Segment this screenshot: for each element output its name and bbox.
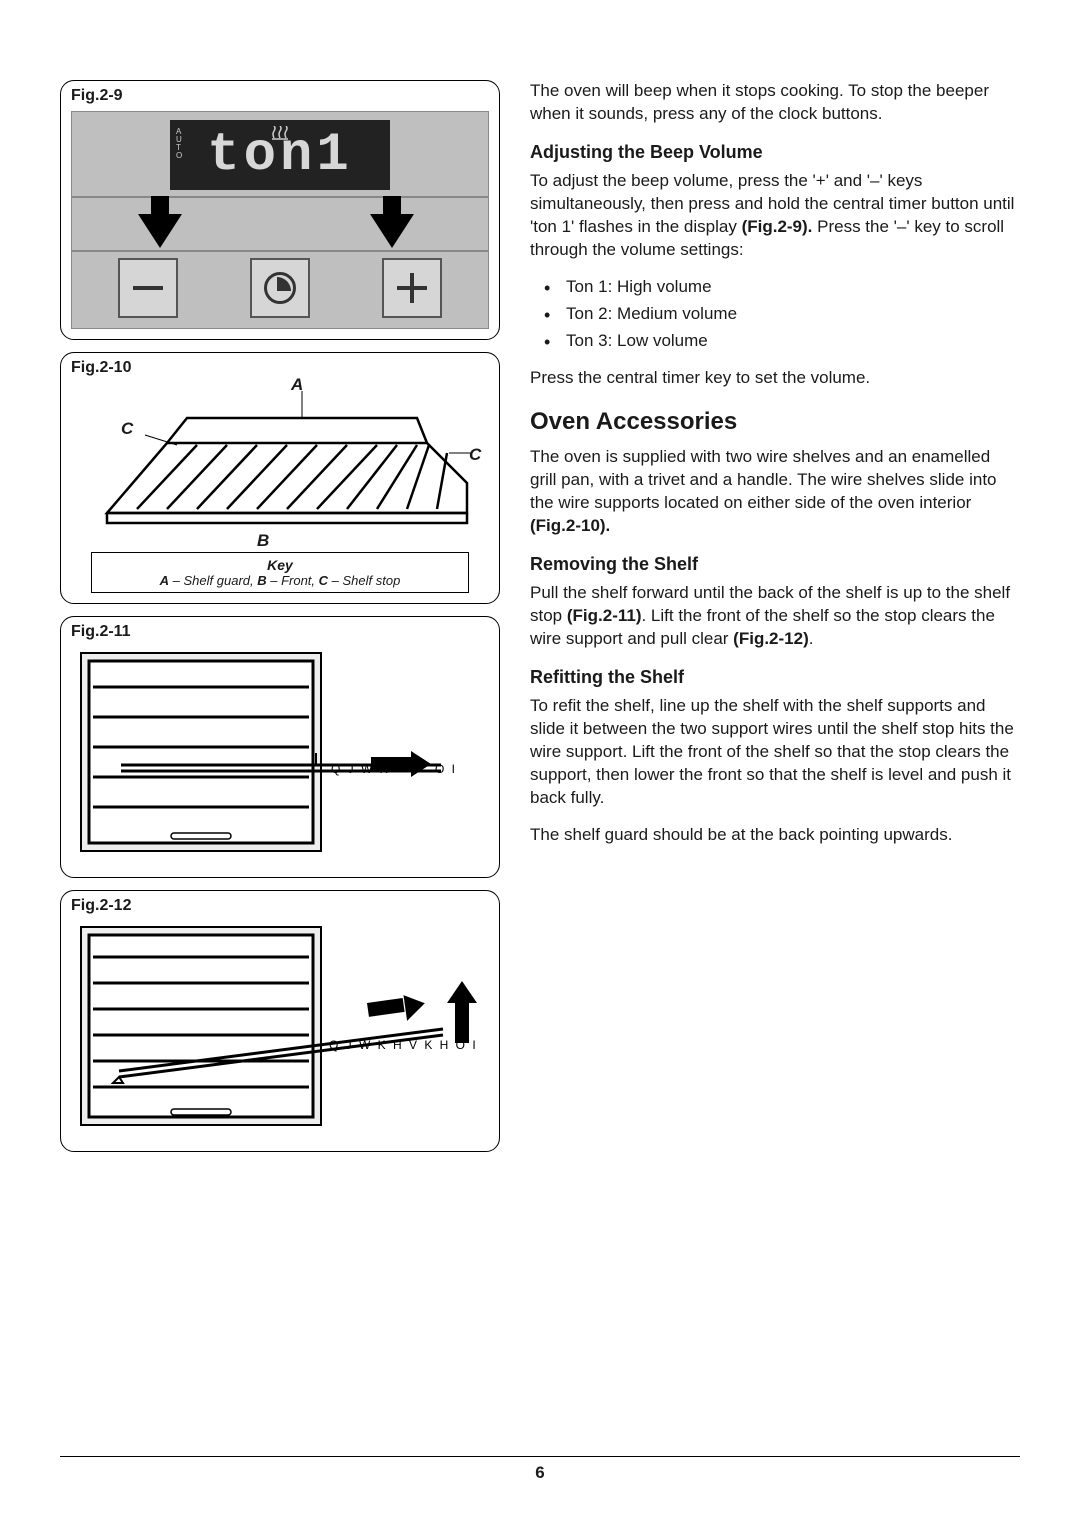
figure-2-9: Fig.2-9 AUTO ton1 bbox=[60, 80, 500, 340]
figure-2-12: Fig.2-12 bbox=[60, 890, 500, 1152]
oven-timer-panel: AUTO ton1 bbox=[71, 111, 489, 329]
shelf-remove-step2: Q J W K H V K H O I bbox=[71, 921, 489, 1141]
shelf-remove-step1: Q J W K O I bbox=[71, 647, 489, 867]
key-title: Key bbox=[98, 557, 462, 573]
refitting-paragraph-2: The shelf guard should be at the back po… bbox=[530, 824, 1020, 847]
beep-paragraph: To adjust the beep volume, press the '+'… bbox=[530, 170, 1020, 262]
page-footer: 6 bbox=[60, 1456, 1020, 1483]
figures-column: Fig.2-9 AUTO ton1 bbox=[60, 80, 500, 1420]
figure-2-10: Fig.2-10 bbox=[60, 352, 500, 604]
caption-text: Q J W K H V K H O I bbox=[329, 1038, 478, 1052]
refitting-paragraph-1: To refit the shelf, line up the shelf wi… bbox=[530, 695, 1020, 810]
arrows bbox=[72, 198, 488, 250]
auto-indicator: AUTO bbox=[176, 128, 182, 160]
svg-text:O I: O I bbox=[435, 762, 457, 776]
minus-button[interactable] bbox=[118, 258, 178, 318]
heading-refitting-shelf: Refitting the Shelf bbox=[530, 665, 1020, 689]
figure-2-11: Fig.2-11 bbox=[60, 616, 500, 878]
label-c-right: C bbox=[469, 445, 481, 465]
heading-beep-volume: Adjusting the Beep Volume bbox=[530, 140, 1020, 164]
label-b: B bbox=[257, 531, 269, 551]
list-item: Ton 3: Low volume bbox=[566, 330, 1020, 353]
intro-paragraph: The oven will beep when it stops cooking… bbox=[530, 80, 1020, 126]
label-a: A bbox=[291, 375, 303, 395]
figure-label: Fig.2-9 bbox=[71, 87, 489, 105]
wire-shelf-diagram: A C C B Key A – Shelf guard, B – Front, … bbox=[71, 383, 489, 593]
caption-text: Q J W K bbox=[331, 762, 390, 776]
beep-paragraph-2: Press the central timer key to set the v… bbox=[530, 367, 1020, 390]
removing-paragraph: Pull the shelf forward until the back of… bbox=[530, 582, 1020, 651]
figure-key: Key A – Shelf guard, B – Front, C – Shel… bbox=[91, 552, 469, 593]
heading-oven-accessories: Oven Accessories bbox=[530, 406, 1020, 438]
figure-label: Fig.2-10 bbox=[71, 359, 489, 377]
volume-list: Ton 1: High volume Ton 2: Medium volume … bbox=[530, 276, 1020, 353]
timer-button[interactable] bbox=[250, 258, 310, 318]
list-item: Ton 1: High volume bbox=[566, 276, 1020, 299]
heat-icon bbox=[271, 126, 289, 143]
label-c-left: C bbox=[121, 419, 133, 439]
plus-button[interactable] bbox=[382, 258, 442, 318]
page-number: 6 bbox=[535, 1463, 544, 1482]
key-legend: A – Shelf guard, B – Front, C – Shelf st… bbox=[98, 573, 462, 588]
list-item: Ton 2: Medium volume bbox=[566, 303, 1020, 326]
figure-label: Fig.2-11 bbox=[71, 623, 489, 641]
heading-removing-shelf: Removing the Shelf bbox=[530, 552, 1020, 576]
accessories-paragraph: The oven is supplied with two wire shelv… bbox=[530, 446, 1020, 538]
text-column: The oven will beep when it stops cooking… bbox=[530, 80, 1020, 1420]
timer-display: AUTO ton1 bbox=[170, 120, 390, 190]
figure-label: Fig.2-12 bbox=[71, 897, 489, 915]
